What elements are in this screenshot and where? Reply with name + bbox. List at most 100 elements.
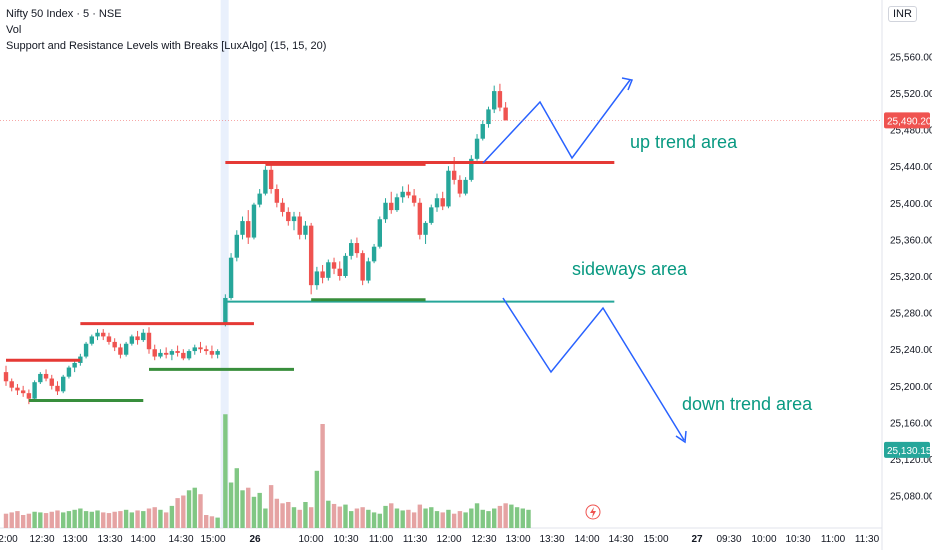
- candle-body[interactable]: [198, 347, 203, 350]
- candle-body[interactable]: [209, 351, 215, 355]
- candle-body[interactable]: [320, 271, 325, 278]
- candle-body[interactable]: [377, 219, 382, 247]
- candle-body[interactable]: [440, 198, 445, 207]
- up-trend-annotation[interactable]: up trend area: [630, 132, 738, 152]
- candle-body[interactable]: [112, 341, 117, 348]
- candle-body[interactable]: [129, 336, 135, 344]
- volume-bar: [146, 508, 152, 528]
- candle-body[interactable]: [366, 261, 371, 281]
- up-trend-arrow[interactable]: [482, 79, 631, 164]
- candle-body[interactable]: [223, 297, 228, 324]
- candle-body[interactable]: [337, 268, 342, 276]
- candle-body[interactable]: [3, 372, 9, 382]
- candle-body[interactable]: [175, 351, 180, 353]
- candle-body[interactable]: [451, 170, 457, 180]
- candle-body[interactable]: [480, 124, 485, 139]
- candle-body[interactable]: [66, 367, 72, 377]
- candle-body[interactable]: [32, 382, 37, 399]
- candle-body[interactable]: [263, 169, 268, 194]
- candle-body[interactable]: [20, 390, 26, 394]
- candle-body[interactable]: [135, 336, 140, 341]
- candle-body[interactable]: [354, 243, 360, 254]
- candle-body[interactable]: [55, 385, 60, 392]
- candle-body[interactable]: [83, 343, 89, 357]
- candle-body[interactable]: [326, 262, 331, 278]
- candle-body[interactable]: [274, 189, 280, 203]
- candle-body[interactable]: [141, 332, 146, 341]
- candle-body[interactable]: [286, 211, 291, 222]
- candle-body[interactable]: [360, 253, 365, 281]
- volume-indicator-label[interactable]: Vol: [6, 24, 22, 36]
- candle-body[interactable]: [503, 107, 508, 121]
- candle-body[interactable]: [43, 373, 49, 379]
- candle-body[interactable]: [215, 351, 220, 355]
- candle-body[interactable]: [72, 362, 77, 368]
- candle-body[interactable]: [389, 202, 394, 211]
- candle-body[interactable]: [303, 225, 308, 235]
- sideways-annotation[interactable]: sideways area: [572, 259, 688, 279]
- candle-body[interactable]: [371, 246, 377, 262]
- candle-body[interactable]: [38, 373, 43, 383]
- candle-body[interactable]: [192, 347, 197, 352]
- symbol-title[interactable]: Nifty 50 Index · 5 · NSE: [6, 8, 122, 20]
- candle-body[interactable]: [492, 91, 497, 110]
- candle-body[interactable]: [291, 216, 297, 222]
- currency-button[interactable]: INR: [888, 6, 917, 22]
- candle-body[interactable]: [89, 336, 94, 344]
- candle-body[interactable]: [158, 352, 163, 357]
- candle-body[interactable]: [26, 393, 32, 399]
- candle-body[interactable]: [394, 197, 400, 211]
- candle-body[interactable]: [152, 349, 157, 357]
- sr-indicator-label[interactable]: Support and Resistance Levels with Break…: [6, 40, 327, 52]
- candle-body[interactable]: [383, 202, 388, 220]
- candle-body[interactable]: [228, 257, 234, 298]
- candle-body[interactable]: [469, 158, 474, 180]
- candle-body[interactable]: [280, 202, 285, 212]
- candle-body[interactable]: [234, 234, 239, 258]
- candle-body[interactable]: [9, 381, 14, 388]
- candle-body[interactable]: [343, 255, 348, 276]
- down-trend-arrow[interactable]: [502, 297, 685, 441]
- down-trend-annotation[interactable]: down trend area: [682, 394, 813, 414]
- candle-body[interactable]: [61, 376, 66, 392]
- candle-body[interactable]: [349, 243, 354, 256]
- candle-body[interactable]: [204, 349, 209, 352]
- candle-body[interactable]: [123, 343, 129, 355]
- candle-body[interactable]: [95, 332, 100, 337]
- candle-body[interactable]: [169, 351, 175, 355]
- candle-body[interactable]: [101, 332, 106, 337]
- candle-body[interactable]: [497, 91, 503, 108]
- candle-body[interactable]: [434, 198, 440, 208]
- candle-body[interactable]: [268, 169, 274, 190]
- candle-body[interactable]: [186, 351, 192, 359]
- candle-body[interactable]: [49, 378, 54, 386]
- candle-body[interactable]: [331, 262, 337, 269]
- candle-body[interactable]: [400, 191, 405, 198]
- candle-body[interactable]: [429, 207, 434, 223]
- candle-body[interactable]: [406, 191, 411, 196]
- candle-body[interactable]: [251, 204, 257, 238]
- candle-body[interactable]: [257, 193, 262, 205]
- candle-body[interactable]: [417, 202, 423, 235]
- candle-body[interactable]: [181, 352, 186, 359]
- candle-body[interactable]: [106, 336, 112, 342]
- candle-body[interactable]: [15, 387, 20, 391]
- candle-body[interactable]: [457, 179, 463, 194]
- candle-body[interactable]: [446, 170, 451, 207]
- candle-body[interactable]: [146, 332, 152, 350]
- candle-body[interactable]: [463, 179, 468, 194]
- candle-body[interactable]: [297, 216, 302, 235]
- candle-body[interactable]: [308, 225, 314, 286]
- candle-body[interactable]: [411, 195, 417, 203]
- candle-body[interactable]: [246, 221, 251, 238]
- candle-body[interactable]: [240, 221, 245, 235]
- volume-bar: [337, 506, 342, 528]
- candle-body[interactable]: [118, 347, 123, 355]
- candle-body[interactable]: [314, 271, 320, 286]
- candle-body[interactable]: [163, 352, 169, 355]
- candle-body[interactable]: [486, 109, 491, 125]
- candle-body[interactable]: [423, 222, 428, 235]
- candle-body[interactable]: [474, 138, 480, 159]
